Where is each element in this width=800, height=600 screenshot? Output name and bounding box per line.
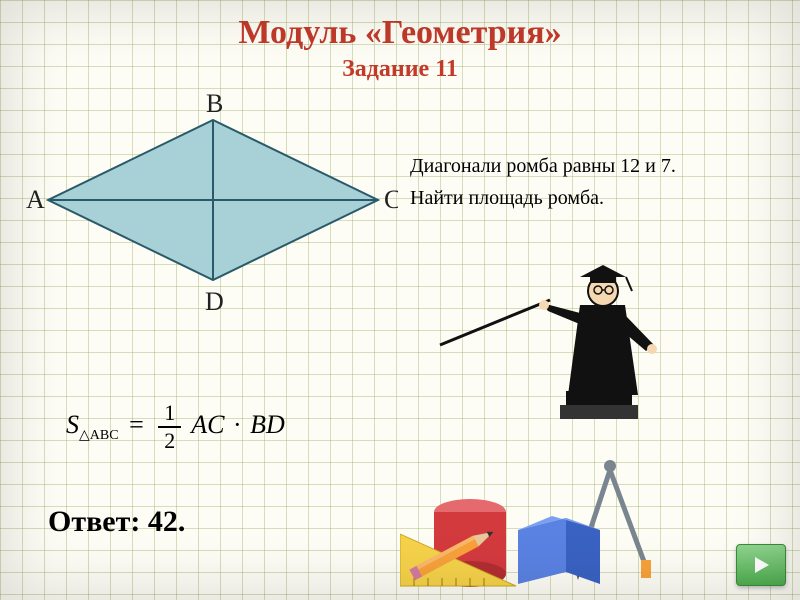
tassel xyxy=(626,277,632,291)
formula-lhs-s: S xyxy=(66,410,79,439)
formula-term-bd: BD xyxy=(250,410,285,439)
answer-label: Ответ: xyxy=(48,505,140,538)
footer-shapes xyxy=(400,452,720,592)
fraction-num: 1 xyxy=(158,400,181,428)
slide: Модуль «Геометрия» Задание 11 A B C D Ди… xyxy=(0,0,800,600)
play-icon xyxy=(750,554,772,576)
vertex-label-d: D xyxy=(205,287,224,316)
formula-fraction: 1 2 xyxy=(158,400,181,454)
book-bottom xyxy=(560,405,638,419)
shoe-r xyxy=(610,394,630,404)
formula-lhs-sub: △ABC xyxy=(79,428,119,443)
problem-text: Диагонали ромба равны 12 и 7. Найти площ… xyxy=(410,150,770,214)
cap-band xyxy=(590,275,616,283)
content-area: A B C D Диагонали ромба равны 12 и 7. На… xyxy=(0,0,800,600)
shoe-l xyxy=(572,394,592,404)
hand-left xyxy=(539,300,549,310)
answer: Ответ: 42. xyxy=(48,505,185,539)
answer-value: 42. xyxy=(148,505,186,538)
formula-dot: · xyxy=(233,410,242,439)
cube-shape xyxy=(518,516,600,584)
next-slide-button[interactable] xyxy=(736,544,786,586)
teacher-clipart xyxy=(430,245,690,435)
rhombus-diagram: A B C D xyxy=(18,90,398,330)
area-formula: S△ABC = 1 2 AC · BD xyxy=(66,400,285,454)
vertex-label-c: C xyxy=(384,185,398,214)
problem-line2: Найти площадь ромба. xyxy=(410,182,770,214)
formula-term-ac: AC xyxy=(191,410,224,439)
vertex-label-b: B xyxy=(206,90,223,118)
fraction-den: 2 xyxy=(158,428,181,454)
hand-right xyxy=(647,344,657,354)
problem-line1: Диагонали ромба равны 12 и 7. xyxy=(410,150,770,182)
vertex-label-a: A xyxy=(26,185,45,214)
pointer-stick xyxy=(440,300,550,345)
formula-eq: = xyxy=(129,410,144,439)
